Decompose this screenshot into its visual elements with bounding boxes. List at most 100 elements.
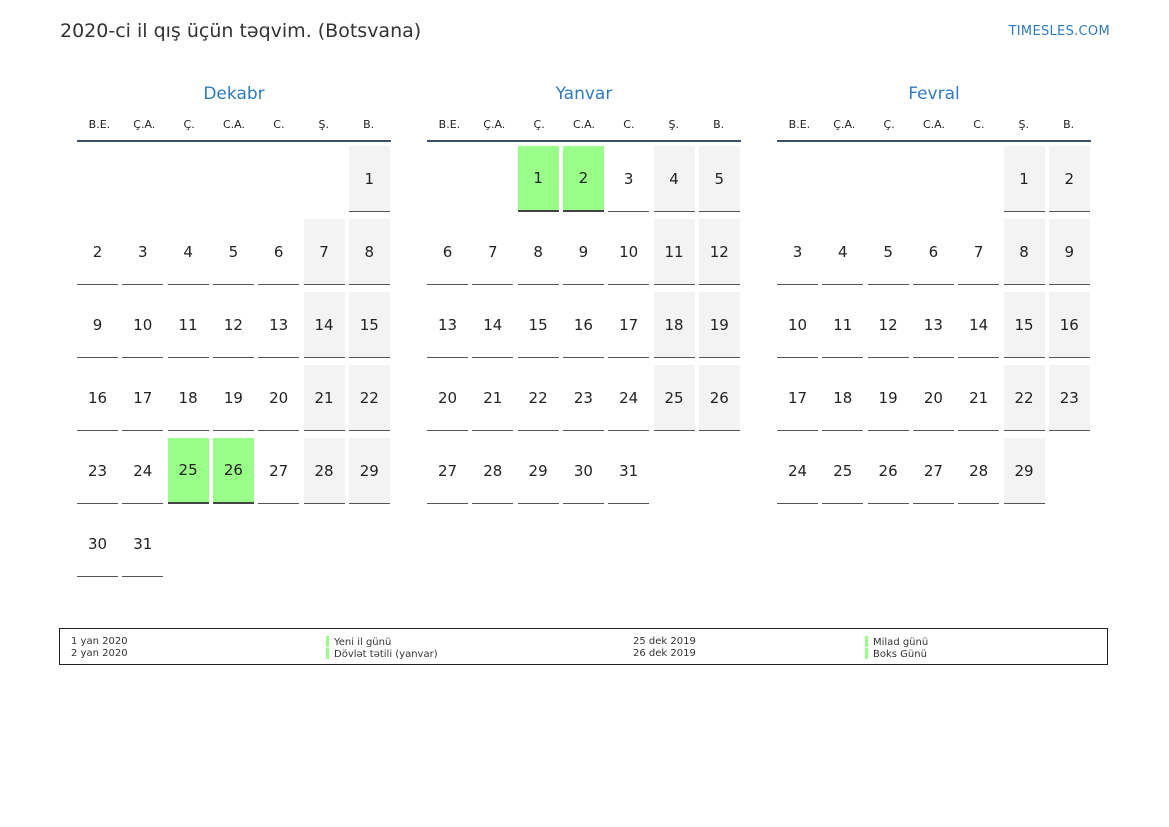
holiday-day-cell: 25 [167,438,209,504]
day-cell: 17 [608,292,650,358]
holiday-color-marker [326,636,329,647]
day-cell: 13 [912,292,954,358]
day-cell: 15 [348,292,390,358]
holiday-day-cell: 1 [517,146,559,212]
day-cell: 29 [348,438,390,504]
day-cell: 11 [653,219,695,285]
day-cell: 23 [77,438,118,504]
day-cell: 14 [958,292,1000,358]
weekday-label: Ç. [883,118,895,131]
weekday-label: B.E. [788,118,811,131]
weekday-header: B.E. Ç.A. Ç. C.A. C. Ş. B. [777,118,1091,142]
month-name: Fevral [908,84,960,104]
day-cell: 30 [562,438,604,504]
day-cell: 24 [777,438,818,504]
day-cell: 19 [867,365,909,431]
weekday-label: C.A. [573,118,596,131]
day-cell: 17 [777,365,818,431]
day-cell: 11 [167,292,209,358]
day-cell: 6 [427,219,468,285]
day-cell: 15 [517,292,559,358]
day-cell: 2 [77,219,118,285]
holiday-color-marker [865,648,868,659]
day-cell: 27 [912,438,954,504]
weekday-label: Ş. [1018,118,1029,131]
day-cell: 5 [698,146,740,212]
weekday-label: B.E. [88,118,111,131]
day-cell: 18 [822,365,864,431]
day-cell: 5 [212,219,254,285]
day-cell: 12 [698,219,740,285]
weekday-label: C. [273,118,285,131]
day-cell: 28 [303,438,345,504]
day-cell: 14 [303,292,345,358]
month-name: Yanvar [555,84,613,104]
weekday-label: C. [623,118,635,131]
day-cell: 14 [472,292,514,358]
day-cell: 18 [653,292,695,358]
day-cell: 11 [822,292,864,358]
day-cell: 16 [77,365,118,431]
day-cell: 7 [472,219,514,285]
day-cell: 30 [77,511,118,577]
day-cell: 26 [867,438,909,504]
day-cell: 10 [122,292,164,358]
legend-date: 26 dek 2019 [633,648,696,659]
day-cell: 22 [348,365,390,431]
holiday-color-marker [326,648,329,659]
day-cell: 6 [912,219,954,285]
legend-date: 2 yan 2020 [71,648,128,659]
day-cell: 13 [258,292,300,358]
legend-names-right: Milad günü Boks Günü [865,636,928,660]
weekday-label: Ç. [183,118,195,131]
day-cell: 7 [958,219,1000,285]
day-cell: 3 [122,219,164,285]
weekday-label: C.A. [923,118,946,131]
day-cell: 10 [777,292,818,358]
day-cell: 23 [562,365,604,431]
day-cell: 5 [867,219,909,285]
day-cell: 23 [1048,365,1090,431]
weekday-label: B.E. [438,118,461,131]
day-cell: 20 [258,365,300,431]
legend-dates-left: 1 yan 2020 2 yan 2020 [71,636,128,660]
day-cell: 4 [167,219,209,285]
day-cell: 29 [517,438,559,504]
legend-date: 1 yan 2020 [71,636,128,647]
day-cell: 10 [608,219,650,285]
holiday-color-marker [865,636,868,647]
weekday-label: B. [713,118,725,131]
weekday-label: B. [1063,118,1075,131]
weekday-label: C.A. [223,118,246,131]
day-cell: 20 [427,365,468,431]
legend-holiday-name: Yeni il günü [334,637,392,648]
day-cell: 12 [867,292,909,358]
brand-link[interactable]: TIMESLES.COM [1008,24,1110,39]
day-cell: 9 [562,219,604,285]
day-cell: 22 [517,365,559,431]
holiday-day-cell: 26 [212,438,254,504]
day-cell: 1 [348,146,390,212]
weekday-label: Ş. [318,118,329,131]
weekday-label: C. [973,118,985,131]
day-cell: 31 [608,438,650,504]
day-cell: 27 [427,438,468,504]
day-cell: 1 [1003,146,1045,212]
legend-names-left: Yeni il günü Dövlət tətili (yanvar) [326,636,438,660]
weekday-header: B.E. Ç.A. Ç. C.A. C. Ş. B. [77,118,391,142]
day-cell: 20 [912,365,954,431]
day-cell: 16 [562,292,604,358]
day-cell: 22 [1003,365,1045,431]
day-cell: 26 [698,365,740,431]
weekday-label: Ç.A. [483,118,506,131]
day-cell: 7 [303,219,345,285]
month-name: Dekabr [203,84,265,104]
month-dekabr: Dekabr B.E. Ç.A. Ç. C.A. C. Ş. B. 1 2 3 4 5 6 7 8 9 10 11 1… [77,84,391,577]
legend-date: 25 dek 2019 [633,636,696,647]
day-cell: 15 [1003,292,1045,358]
day-cell: 4 [822,219,864,285]
weekday-label: Ş. [668,118,679,131]
weekday-label: Ç. [533,118,545,131]
day-cell: 9 [77,292,118,358]
day-cell: 21 [472,365,514,431]
